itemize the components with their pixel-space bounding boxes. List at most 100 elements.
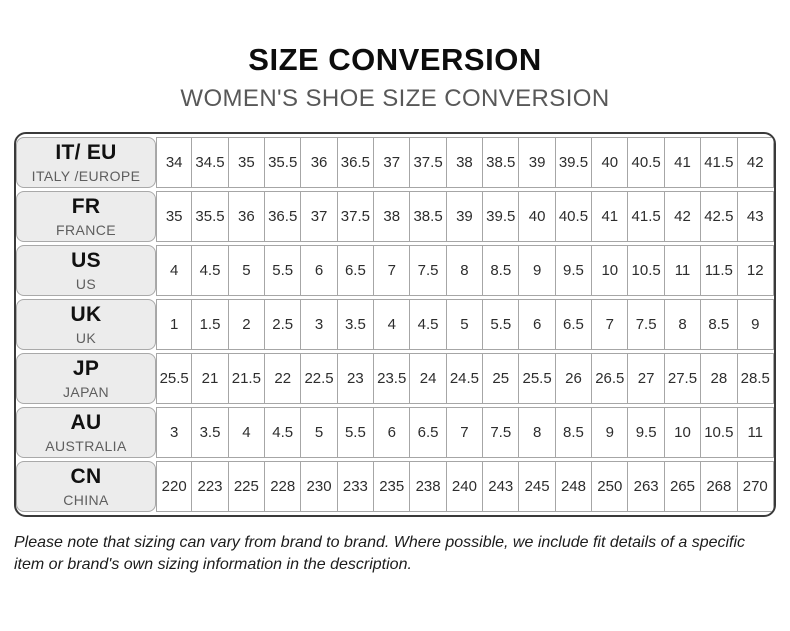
region-code: JP <box>72 357 100 381</box>
row-header-cell: CN CHINA <box>16 461 156 512</box>
size-value-cell: 42 <box>737 137 774 188</box>
table-row: IT/ EU ITALY /EUROPE 34 34.5 35 35.5 36 36.5 37 3… <box>16 137 774 188</box>
size-value-cell: 8.5 <box>555 407 593 458</box>
size-value-cell: 6.5 <box>410 407 447 458</box>
size-value-cell: 233 <box>337 461 375 512</box>
region-name: FRANCE <box>56 221 116 238</box>
size-value-cell: 6.5 <box>337 245 375 296</box>
size-value-cell: 7 <box>592 299 629 350</box>
size-value-cell: 39 <box>446 191 484 242</box>
region-code: AU <box>70 411 102 435</box>
size-value-cell: 27.5 <box>664 353 702 404</box>
size-value-cell: 39.5 <box>483 191 520 242</box>
region-name: ITALY /EUROPE <box>31 167 141 184</box>
size-value-cell: 27 <box>628 353 665 404</box>
size-value-cell: 5 <box>301 407 338 458</box>
size-value-cell: 240 <box>446 461 484 512</box>
table-row: JP JAPAN 25.5 21 21.5 22 22.5 23 23.5 24 24.5 25 25.… <box>16 353 774 404</box>
page-subtitle: WOMEN'S SHOE SIZE CONVERSION <box>180 85 610 112</box>
size-value-cell: 11 <box>737 407 774 458</box>
size-value-cell: 43 <box>737 191 774 242</box>
size-value-cell: 37.5 <box>410 137 447 188</box>
size-value-cell: 36.5 <box>337 137 375 188</box>
size-value-cell: 1.5 <box>192 299 229 350</box>
size-value-cell: 4 <box>156 245 193 296</box>
size-value-cell: 39.5 <box>555 137 593 188</box>
size-value-cell: 25.5 <box>156 353 193 404</box>
size-value-cell: 28 <box>701 353 738 404</box>
size-value-cell: 9 <box>519 245 556 296</box>
size-value-cell: 3.5 <box>192 407 229 458</box>
size-value-cell: 248 <box>555 461 593 512</box>
size-conversion-table: IT/ EU ITALY /EUROPE 34 34.5 35 35.5 36 36.5 37 3… <box>16 134 774 515</box>
row-header-cell: JP JAPAN <box>16 353 156 404</box>
size-value-cell: 38 <box>446 137 484 188</box>
size-value-cell: 40 <box>592 137 629 188</box>
size-value-cell: 11.5 <box>701 245 738 296</box>
size-value-cell: 3 <box>301 299 338 350</box>
size-value-cell: 35.5 <box>265 137 302 188</box>
size-value-cell: 6 <box>374 407 411 458</box>
size-value-cell: 24.5 <box>446 353 484 404</box>
size-value-cell: 10.5 <box>628 245 665 296</box>
size-value-cell: 9 <box>592 407 629 458</box>
size-value-cell: 38.5 <box>483 137 520 188</box>
size-value-cell: 270 <box>737 461 774 512</box>
size-value-cell: 38 <box>374 191 411 242</box>
table-row: UK UK 1 1.5 2 2.5 3 3.5 4 4.5 5 5.5 6 6.5 7 7.5 8 8.5 9 <box>16 299 774 350</box>
size-value-cell: 26.5 <box>592 353 629 404</box>
size-value-cell: 2.5 <box>265 299 302 350</box>
size-value-cell: 220 <box>156 461 193 512</box>
size-value-cell: 4.5 <box>265 407 302 458</box>
size-value-cell: 34 <box>156 137 193 188</box>
size-value-cell: 5.5 <box>337 407 375 458</box>
size-value-cell: 12 <box>737 245 774 296</box>
size-value-cell: 41 <box>592 191 629 242</box>
region-code: UK <box>70 303 102 327</box>
size-value-cell: 41.5 <box>628 191 665 242</box>
size-value-cell: 6 <box>301 245 338 296</box>
size-value-cell: 9.5 <box>628 407 665 458</box>
size-value-cell: 7.5 <box>410 245 447 296</box>
size-value-cell: 34.5 <box>192 137 229 188</box>
region-code: IT/ EU <box>55 141 117 165</box>
size-value-cell: 39 <box>519 137 556 188</box>
size-value-cell: 228 <box>265 461 302 512</box>
size-table-body: IT/ EU ITALY /EUROPE 34 34.5 35 35.5 36 36.5 37 3… <box>16 137 774 512</box>
size-value-cell: 38.5 <box>410 191 447 242</box>
size-value-cell: 8.5 <box>701 299 738 350</box>
size-value-cell: 10.5 <box>701 407 738 458</box>
size-value-cell: 6.5 <box>555 299 593 350</box>
size-value-cell: 4.5 <box>192 245 229 296</box>
size-value-cell: 41.5 <box>701 137 738 188</box>
table-row: CN CHINA 220 223 225 228 230 233 235 238 240 243 245… <box>16 461 774 512</box>
size-value-cell: 235 <box>374 461 411 512</box>
size-value-cell: 5 <box>228 245 266 296</box>
table-row: FR FRANCE 35 35.5 36 36.5 37 37.5 38 38.5 39 39.5 40… <box>16 191 774 242</box>
size-value-cell: 35 <box>156 191 193 242</box>
size-value-cell: 5 <box>446 299 484 350</box>
size-value-cell: 42.5 <box>701 191 738 242</box>
size-value-cell: 21 <box>192 353 229 404</box>
size-value-cell: 22 <box>265 353 302 404</box>
size-value-cell: 7.5 <box>628 299 665 350</box>
size-value-cell: 268 <box>701 461 738 512</box>
size-value-cell: 223 <box>192 461 229 512</box>
size-value-cell: 10 <box>664 407 702 458</box>
size-value-cell: 9 <box>737 299 774 350</box>
size-value-cell: 8 <box>519 407 556 458</box>
size-value-cell: 22.5 <box>301 353 338 404</box>
size-value-cell: 245 <box>519 461 556 512</box>
region-name: JAPAN <box>62 383 110 400</box>
region-name: US <box>75 275 97 292</box>
region-code: CN <box>70 465 102 489</box>
row-header-cell: FR FRANCE <box>16 191 156 242</box>
size-value-cell: 250 <box>592 461 629 512</box>
size-value-cell: 230 <box>301 461 338 512</box>
size-value-cell: 243 <box>483 461 520 512</box>
size-value-cell: 21.5 <box>228 353 266 404</box>
size-value-cell: 24 <box>410 353 447 404</box>
row-header-cell: AU AUSTRALIA <box>16 407 156 458</box>
size-value-cell: 26 <box>555 353 593 404</box>
